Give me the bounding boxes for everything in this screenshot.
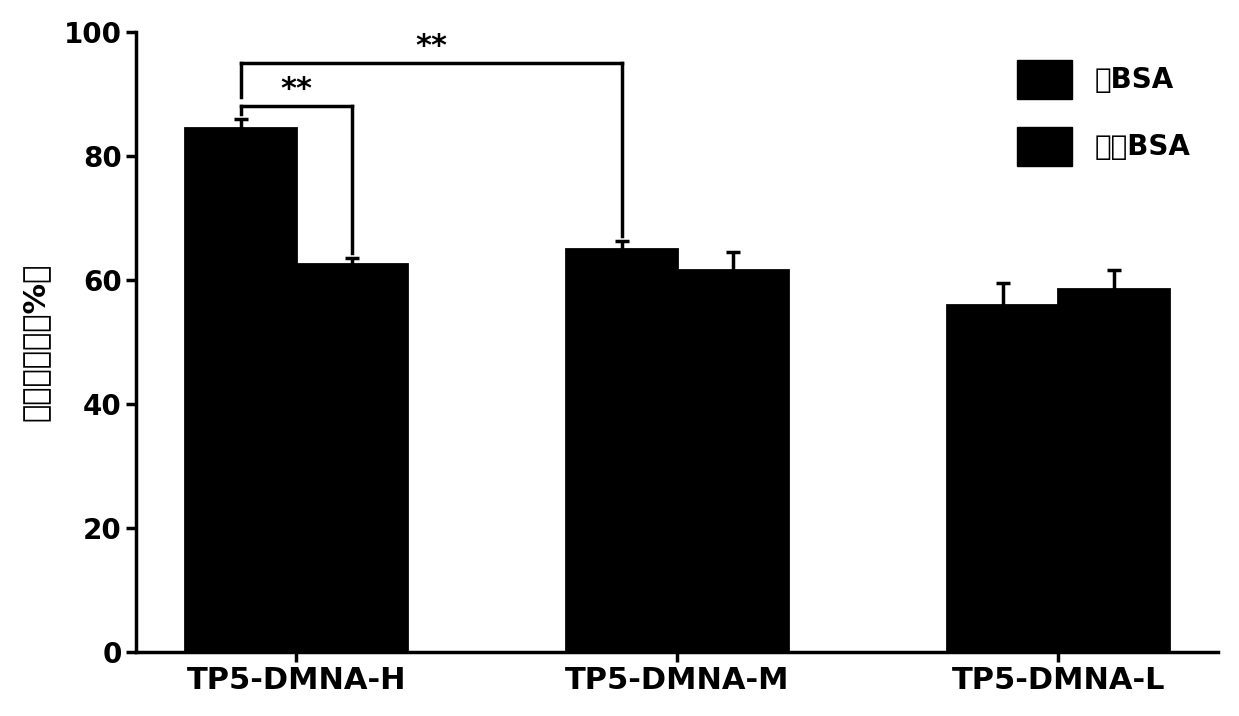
Bar <box>566 248 678 652</box>
Text: **: ** <box>280 75 312 105</box>
Bar <box>948 304 1058 652</box>
Bar <box>186 128 296 652</box>
Bar <box>296 264 408 652</box>
Legend: 含BSA, 不含BSA: 含BSA, 不含BSA <box>1002 46 1204 180</box>
Y-axis label: 针尖载药率（%）: 针尖载药率（%） <box>21 263 50 421</box>
Bar <box>678 271 788 652</box>
Bar <box>1058 289 1168 652</box>
Text: **: ** <box>415 32 447 61</box>
